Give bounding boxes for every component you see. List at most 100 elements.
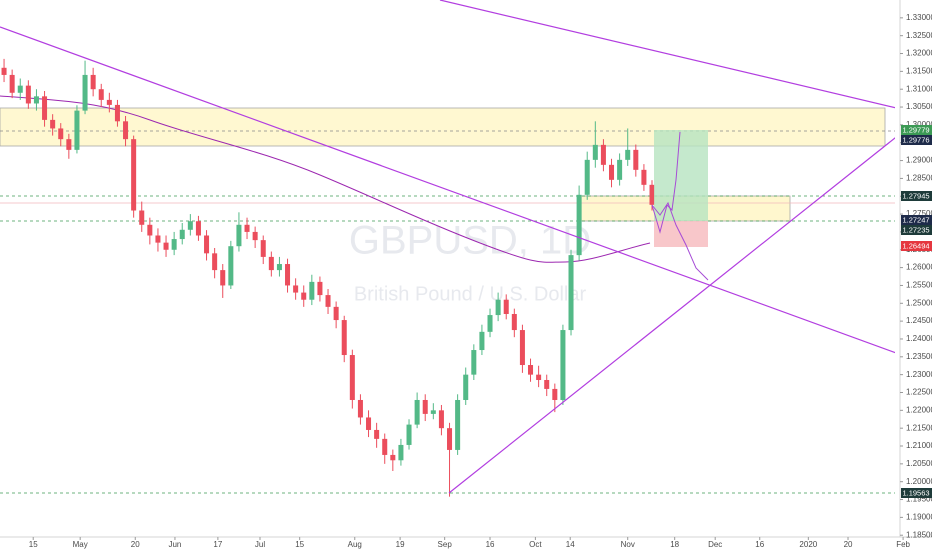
y-tick-label: 1.20000: [906, 477, 932, 486]
moving-average: [0, 95, 651, 263]
candle-body: [33, 96, 39, 104]
x-tick-label: 19: [396, 540, 405, 549]
candle-body: [50, 119, 56, 129]
y-tick-label: 1.19500: [906, 495, 932, 504]
candle-body: [487, 315, 493, 332]
y-tick-label: 1.23500: [906, 352, 932, 361]
y-tick-label: 1.32000: [906, 49, 932, 58]
price-marker: [901, 225, 932, 235]
candle-body: [293, 285, 299, 293]
candle-body: [471, 350, 477, 375]
candle-body: [244, 224, 250, 232]
candle-body: [479, 331, 485, 351]
candle-body: [519, 330, 525, 366]
candle-body: [357, 399, 363, 418]
price-marker: [901, 135, 932, 145]
candle-body: [285, 264, 291, 286]
candle-body: [9, 74, 15, 93]
y-tick-label: 1.21500: [906, 423, 932, 432]
candle-body: [147, 224, 153, 236]
candle-body: [390, 454, 396, 461]
x-tick-label: 2020: [799, 540, 817, 549]
y-tick-label: 1.21000: [906, 441, 932, 450]
x-tick-label: 15: [29, 540, 38, 549]
candle-body: [463, 374, 469, 400]
candle-body: [447, 428, 453, 450]
x-tick-label: Nov: [621, 540, 635, 549]
y-tick-label: 1.27500: [906, 209, 932, 218]
x-tick-label: Feb: [896, 540, 910, 549]
candle-body: [25, 85, 31, 104]
candle-body: [58, 128, 64, 140]
candle-body: [576, 194, 582, 256]
price-marker: [901, 241, 932, 251]
x-tick-label: 20: [844, 540, 853, 549]
x-tick-label: 14: [566, 540, 575, 549]
watermark-title: GBPUSD, 1D: [349, 219, 591, 263]
candle-body: [252, 231, 258, 241]
candle-body: [382, 438, 388, 455]
candle-body: [536, 374, 542, 381]
candle-body: [204, 235, 210, 254]
y-tick-label: 1.32500: [906, 31, 932, 40]
x-tick-label: 16: [486, 540, 495, 549]
candle-body: [98, 89, 104, 100]
price-marker-label: 1.29776: [902, 135, 929, 144]
candle-body: [568, 255, 574, 331]
y-tick-label: 1.31000: [906, 84, 932, 93]
x-tick-label: 17: [213, 540, 222, 549]
candle-body: [114, 104, 120, 122]
price-marker: [901, 488, 932, 498]
candle-body: [106, 99, 112, 105]
candle-body: [341, 320, 347, 356]
candle-body: [187, 221, 193, 230]
candle-body: [139, 210, 145, 225]
candle-body: [333, 306, 339, 321]
price-marker-label: 1.27235: [902, 225, 929, 234]
candle-body: [171, 239, 177, 250]
candle-body: [325, 295, 331, 307]
candle-body: [195, 221, 201, 236]
price-axis: [895, 0, 932, 550]
x-tick-label: Jul: [255, 540, 265, 549]
trend-line: [439, 0, 906, 111]
candle-body: [90, 74, 96, 90]
candle-body: [495, 299, 501, 316]
x-tick-label: 16: [755, 540, 764, 549]
candle-body: [528, 365, 534, 375]
candle-body: [430, 410, 436, 414]
candle-body: [317, 281, 323, 296]
y-tick-label: 1.26000: [906, 263, 932, 272]
candle-body: [633, 149, 639, 170]
candle-body: [455, 399, 461, 450]
candle-body: [1, 67, 7, 75]
candle-body: [609, 164, 615, 180]
candle-body: [66, 139, 72, 150]
y-tick-label: 1.24500: [906, 316, 932, 325]
x-tick-label: Jun: [168, 540, 181, 549]
y-tick-label: 1.29000: [906, 156, 932, 165]
candle-body: [617, 159, 623, 180]
supply-zone: [0, 107, 886, 147]
candle-body: [625, 149, 631, 160]
trend-line: [448, 129, 906, 494]
candle-body: [276, 264, 282, 271]
candle-body: [123, 121, 129, 140]
y-tick-label: 1.25000: [906, 298, 932, 307]
candle-body: [641, 169, 647, 185]
x-tick-label: Sep: [438, 540, 453, 549]
candle-body: [131, 139, 137, 211]
y-tick-label: 1.30500: [906, 102, 932, 111]
y-tick-label: 1.22500: [906, 388, 932, 397]
candle-body: [74, 110, 80, 150]
target-zone: [654, 130, 708, 221]
y-tick-label: 1.28500: [906, 174, 932, 183]
projection-path: [651, 201, 709, 281]
candle-body: [349, 355, 355, 400]
candle-body: [301, 292, 307, 300]
trend-line: [0, 26, 932, 367]
candle-body: [163, 242, 169, 250]
x-tick-label: 18: [670, 540, 679, 549]
candle-body: [406, 424, 412, 445]
